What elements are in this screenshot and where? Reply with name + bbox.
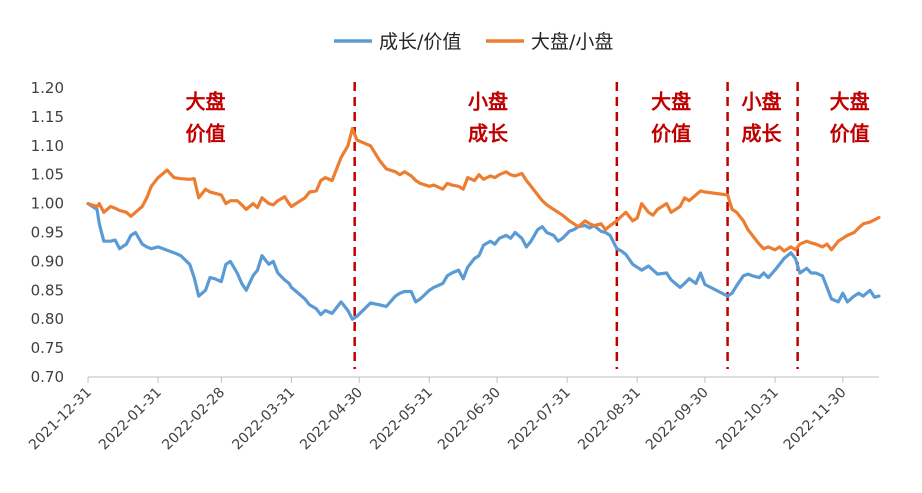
x-tick-label: 2022-09-30 bbox=[643, 385, 712, 454]
regime-label: 大盘 bbox=[651, 90, 691, 114]
y-tick-label: 1.05 bbox=[31, 166, 64, 184]
series-line-2 bbox=[86, 126, 881, 253]
x-tick-label: 2022-05-31 bbox=[367, 385, 436, 454]
regime-label: 价值 bbox=[651, 122, 691, 146]
x-tick-label: 2022-06-30 bbox=[435, 385, 504, 454]
x-tick-label: 2022-01-31 bbox=[96, 385, 165, 454]
series-points-2 bbox=[87, 127, 880, 252]
legend-label-1: 成长/价值 bbox=[379, 31, 461, 53]
x-tick-label: 2021-12-31 bbox=[26, 385, 95, 454]
legend: 成长/价值 大盘/小盘 bbox=[334, 31, 613, 53]
regime-label: 大盘 bbox=[830, 90, 870, 114]
series-line-1 bbox=[86, 202, 881, 321]
legend-label-2: 大盘/小盘 bbox=[531, 31, 613, 53]
y-tick-label: 0.90 bbox=[31, 252, 64, 270]
x-tick-label: 2022-02-28 bbox=[159, 385, 228, 454]
series-lines bbox=[86, 126, 881, 321]
y-tick-label: 0.80 bbox=[31, 310, 64, 328]
y-axis: 0.70 0.75 0.80 0.85 0.90 0.95 1.00 1.05 1.10 1.15… bbox=[31, 79, 64, 386]
y-tick-label: 1.20 bbox=[31, 79, 64, 97]
regime-label: 价值 bbox=[186, 122, 226, 146]
regime-label: 大盘 bbox=[186, 90, 226, 114]
y-tick-label: 0.95 bbox=[31, 224, 64, 242]
x-tick-label: 2022-03-31 bbox=[229, 385, 298, 454]
regime-label: 成长 bbox=[468, 122, 509, 146]
x-tick-label: 2022-07-31 bbox=[505, 385, 574, 454]
regime-label: 小盘 bbox=[468, 90, 508, 114]
y-tick-label: 0.75 bbox=[31, 339, 64, 357]
y-tick-label: 0.70 bbox=[31, 368, 64, 386]
y-tick-label: 1.10 bbox=[31, 137, 64, 155]
x-tick-label: 2022-10-31 bbox=[713, 385, 782, 454]
regime-dividers bbox=[353, 82, 799, 369]
y-tick-label: 1.00 bbox=[31, 195, 64, 213]
y-tick-label: 0.85 bbox=[31, 281, 64, 299]
x-tick-label: 2022-11-30 bbox=[781, 385, 850, 454]
y-tick-label: 1.15 bbox=[31, 108, 64, 126]
x-tick-label: 2022-04-30 bbox=[297, 385, 366, 454]
regime-label: 价值 bbox=[830, 122, 870, 146]
regime-label: 小盘 bbox=[741, 90, 781, 114]
series-points-1 bbox=[87, 202, 880, 320]
regime-label: 成长 bbox=[741, 122, 782, 146]
x-tick-label: 2022-08-31 bbox=[575, 385, 644, 454]
